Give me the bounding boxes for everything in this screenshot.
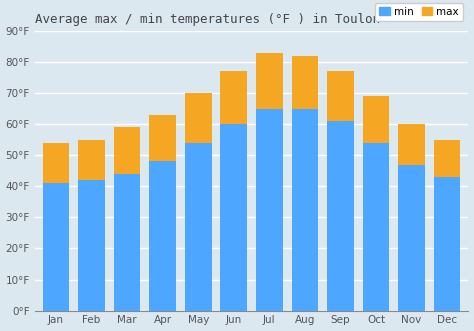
- Bar: [256, 109, 283, 310]
- Bar: [43, 143, 69, 183]
- Legend: min, max: min, max: [375, 3, 463, 21]
- Bar: [114, 127, 140, 174]
- Bar: [327, 121, 354, 310]
- Bar: [149, 115, 176, 162]
- Bar: [149, 162, 176, 310]
- Text: Average max / min temperatures (°F ) in Toulon: Average max / min temperatures (°F ) in …: [35, 13, 380, 25]
- Bar: [78, 180, 105, 310]
- Bar: [292, 109, 318, 310]
- Bar: [363, 143, 389, 310]
- Bar: [43, 183, 69, 310]
- Bar: [398, 165, 425, 310]
- Bar: [434, 140, 460, 177]
- Bar: [434, 177, 460, 310]
- Bar: [185, 93, 211, 143]
- Bar: [78, 140, 105, 180]
- Bar: [327, 71, 354, 121]
- Bar: [398, 124, 425, 165]
- Bar: [220, 124, 247, 310]
- Bar: [114, 174, 140, 310]
- Bar: [220, 71, 247, 124]
- Bar: [185, 143, 211, 310]
- Bar: [292, 56, 318, 109]
- Bar: [363, 96, 389, 143]
- Bar: [256, 53, 283, 109]
